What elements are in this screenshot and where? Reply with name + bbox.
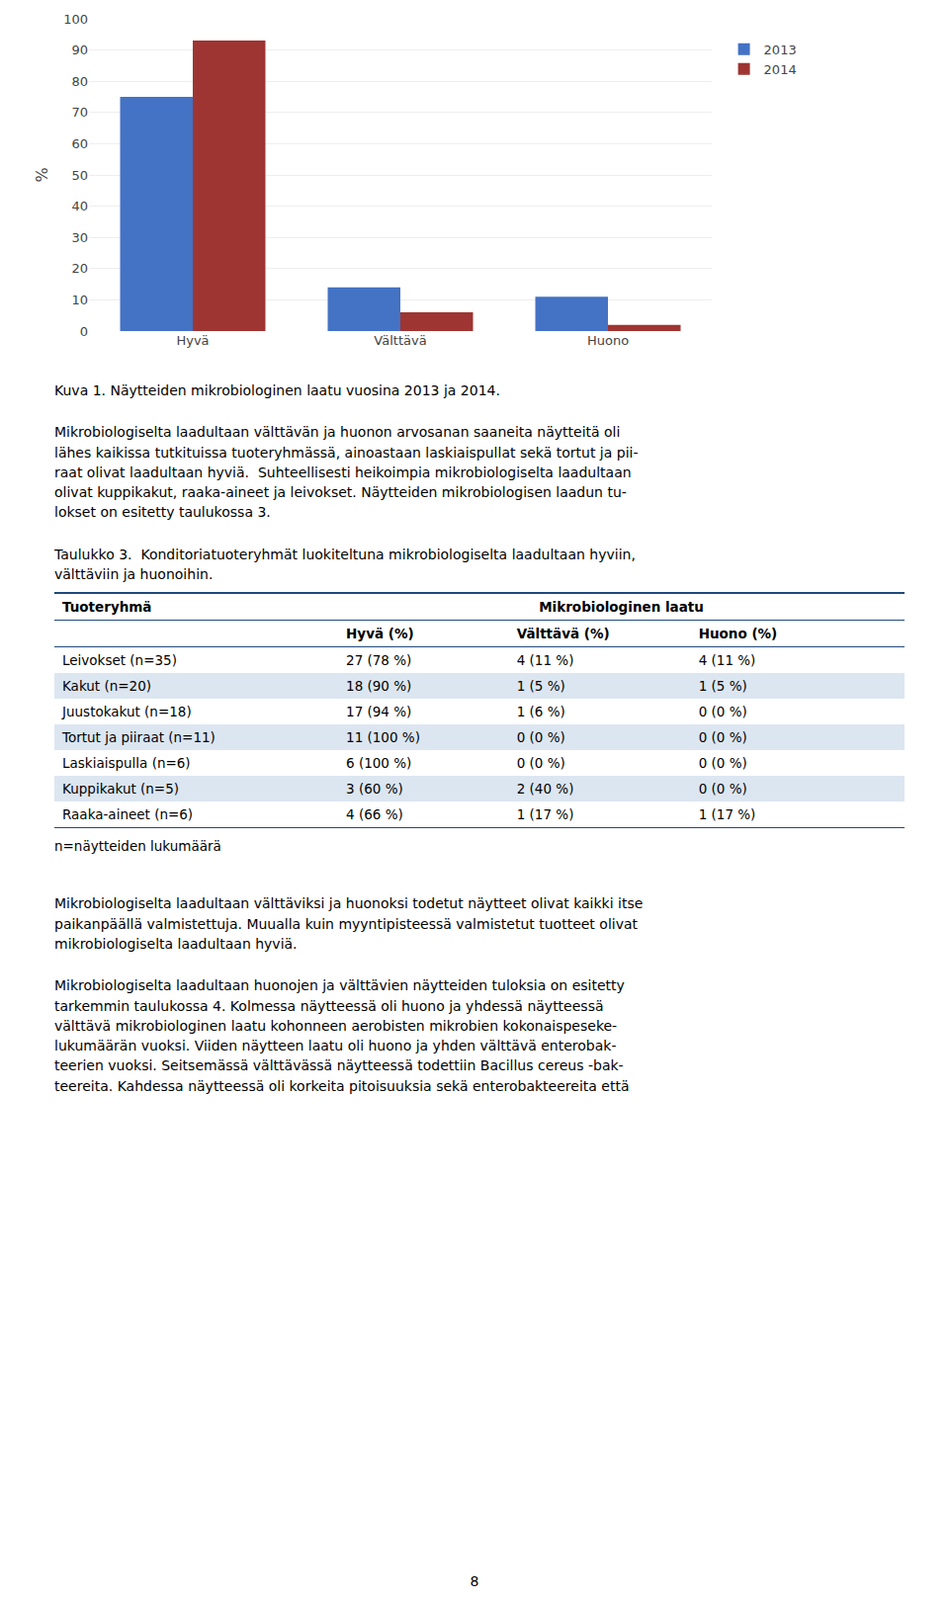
svg-text:90: 90 [71, 42, 88, 58]
html-text:Kakut (n=20): Kakut (n=20) [62, 678, 152, 695]
html-text:Raaka-aineet (n=6): Raaka-aineet (n=6) [62, 807, 193, 823]
html-text:Huono (%): Huono (%) [698, 626, 778, 642]
svg-text:0: 0 [80, 324, 88, 340]
html-text:n=näytteiden lukumäärä: n=näytteiden lukumäärä [54, 838, 222, 855]
html-text:1 (17 %): 1 (17 %) [516, 807, 574, 823]
html-text:Tortut ja piiraat (n=11): Tortut ja piiraat (n=11) [62, 729, 216, 746]
svg-text:Välttävä: Välttävä [373, 333, 427, 348]
html-text:0 (0 %): 0 (0 %) [698, 755, 748, 772]
html-text:4 (66 %): 4 (66 %) [345, 807, 404, 823]
html-text:0 (0 %): 0 (0 %) [698, 729, 748, 746]
html-text:1 (6 %): 1 (6 %) [516, 704, 566, 721]
html-text:Hyvä (%): Hyvä (%) [345, 626, 414, 642]
html-text:Mikrobiologiselta laadultaan h: Mikrobiologiselta laadultaan huonojen ja… [54, 977, 630, 1095]
html-text:17 (94 %): 17 (94 %) [345, 704, 412, 721]
html-text:11 (100 %): 11 (100 %) [345, 729, 421, 746]
svg-text:80: 80 [71, 74, 88, 89]
svg-text:10: 10 [71, 292, 88, 308]
html-text:1 (17 %): 1 (17 %) [698, 807, 756, 823]
svg-text:2014: 2014 [764, 62, 797, 78]
html-text:3 (60 %): 3 (60 %) [345, 781, 404, 798]
svg-text:100: 100 [63, 11, 88, 27]
html-text:2 (40 %): 2 (40 %) [516, 781, 574, 798]
svg-text:50: 50 [71, 168, 88, 183]
html-text:4 (11 %): 4 (11 %) [516, 652, 574, 669]
html-text:Kuva 1. Näytteiden mikrobiolog: Kuva 1. Näytteiden mikrobiologinen laatu… [54, 382, 501, 399]
html-text:Tuoteryhmä: Tuoteryhmä [62, 599, 152, 616]
html-text:Kuppikakut (n=5): Kuppikakut (n=5) [62, 781, 179, 798]
html-text:Välttävä (%): Välttävä (%) [516, 626, 610, 642]
html-text:0 (0 %): 0 (0 %) [698, 781, 748, 798]
html-text:1 (5 %): 1 (5 %) [698, 678, 748, 695]
html-text:1 (5 %): 1 (5 %) [516, 678, 566, 695]
html-text:0 (0 %): 0 (0 %) [698, 704, 748, 721]
html-text:Juustokakut (n=18): Juustokakut (n=18) [62, 704, 192, 721]
svg-text:Hyvä: Hyvä [175, 333, 209, 348]
html-text:18 (90 %): 18 (90 %) [345, 678, 412, 695]
html-text:Mikrobiologiselta laadultaan v: Mikrobiologiselta laadultaan välttäviksi… [54, 896, 643, 952]
svg-text:Huono: Huono [587, 333, 629, 348]
html-text:0 (0 %): 0 (0 %) [516, 755, 566, 772]
svg-text:20: 20 [71, 260, 88, 276]
html-text:Laskiaispulla (n=6): Laskiaispulla (n=6) [62, 755, 191, 772]
svg-text:%: % [32, 167, 52, 182]
html-text:Leivokset (n=35): Leivokset (n=35) [62, 652, 177, 669]
html-text:Taulukko 3. Konditoriatuoteryh: Taulukko 3. Konditoriatuoteryhmät luokit… [54, 546, 636, 583]
svg-text:70: 70 [71, 104, 88, 120]
html-text:Mikrobiologiselta laadultaan v: Mikrobiologiselta laadultaan välttävän j… [54, 424, 639, 521]
html-text:0 (0 %): 0 (0 %) [516, 729, 566, 746]
html-text:27 (78 %): 27 (78 %) [345, 652, 412, 669]
html-text:6 (100 %): 6 (100 %) [345, 755, 412, 772]
html-text:4 (11 %): 4 (11 %) [698, 652, 756, 669]
html-text:Mikrobiologinen laatu: Mikrobiologinen laatu [538, 599, 704, 616]
svg-text:2013: 2013 [764, 42, 797, 58]
html-text:8: 8 [470, 1573, 479, 1590]
svg-text:30: 30 [71, 230, 88, 246]
svg-text:40: 40 [71, 198, 88, 214]
svg-text:60: 60 [71, 136, 88, 152]
